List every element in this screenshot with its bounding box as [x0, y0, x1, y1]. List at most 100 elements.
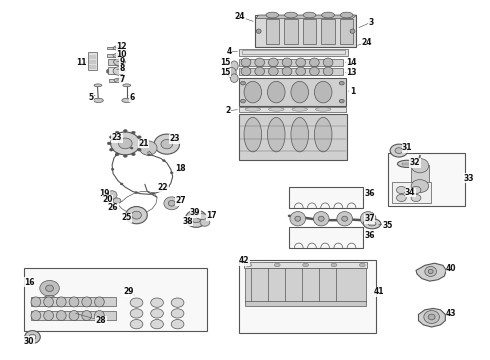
Ellipse shape: [154, 134, 179, 154]
Ellipse shape: [131, 153, 135, 156]
Ellipse shape: [123, 130, 127, 132]
Ellipse shape: [82, 297, 92, 307]
Ellipse shape: [130, 309, 143, 318]
Bar: [321, 19, 335, 44]
Text: 19: 19: [99, 189, 110, 198]
Ellipse shape: [397, 160, 417, 167]
Ellipse shape: [137, 136, 141, 139]
Bar: [239, 68, 343, 75]
Text: 14: 14: [346, 58, 357, 67]
Text: 22: 22: [158, 183, 168, 192]
Bar: [239, 49, 347, 55]
Ellipse shape: [147, 154, 150, 156]
Text: 43: 43: [446, 309, 457, 318]
Ellipse shape: [113, 46, 123, 50]
Ellipse shape: [111, 168, 114, 170]
Text: 23: 23: [169, 134, 179, 143]
Ellipse shape: [241, 67, 251, 76]
Bar: [388, 153, 465, 206]
Text: 12: 12: [117, 42, 127, 51]
Text: 26: 26: [108, 203, 118, 212]
Ellipse shape: [111, 132, 140, 155]
Ellipse shape: [340, 12, 353, 18]
Text: 21: 21: [138, 139, 148, 148]
Bar: [245, 301, 366, 306]
Ellipse shape: [411, 194, 421, 202]
Ellipse shape: [350, 29, 355, 33]
Bar: [289, 227, 363, 248]
Text: 16: 16: [24, 278, 34, 287]
Ellipse shape: [230, 61, 238, 71]
Text: 27: 27: [175, 196, 186, 205]
Bar: [108, 59, 117, 64]
Text: 5: 5: [89, 93, 94, 102]
Ellipse shape: [113, 67, 125, 75]
Ellipse shape: [331, 263, 337, 267]
Ellipse shape: [363, 219, 381, 229]
Ellipse shape: [113, 53, 123, 58]
Text: 28: 28: [96, 316, 106, 325]
Ellipse shape: [69, 297, 79, 307]
Ellipse shape: [107, 191, 117, 199]
Ellipse shape: [316, 108, 331, 111]
Text: 15: 15: [220, 58, 231, 67]
Ellipse shape: [56, 311, 66, 320]
Ellipse shape: [285, 12, 297, 18]
Ellipse shape: [396, 186, 406, 194]
Ellipse shape: [282, 58, 292, 67]
Ellipse shape: [114, 58, 125, 66]
Ellipse shape: [82, 311, 92, 320]
Polygon shape: [416, 263, 446, 281]
Ellipse shape: [310, 58, 319, 67]
Bar: [266, 19, 279, 44]
Bar: [245, 268, 366, 302]
Ellipse shape: [428, 269, 433, 274]
Text: 20: 20: [102, 195, 113, 204]
Ellipse shape: [115, 131, 119, 134]
Ellipse shape: [123, 154, 127, 157]
Ellipse shape: [130, 147, 133, 149]
Ellipse shape: [315, 81, 332, 103]
Ellipse shape: [255, 67, 265, 76]
Bar: [303, 19, 317, 44]
Ellipse shape: [130, 319, 143, 329]
Text: 18: 18: [175, 164, 186, 173]
Ellipse shape: [246, 263, 252, 267]
Ellipse shape: [109, 136, 113, 139]
Ellipse shape: [140, 142, 144, 145]
Text: 35: 35: [383, 221, 393, 230]
Ellipse shape: [296, 67, 306, 76]
Ellipse shape: [230, 74, 238, 82]
Ellipse shape: [323, 58, 333, 67]
Ellipse shape: [151, 319, 163, 329]
Bar: [24, 267, 207, 331]
Ellipse shape: [339, 99, 344, 103]
Ellipse shape: [390, 144, 408, 157]
Bar: [109, 79, 117, 82]
Polygon shape: [245, 263, 367, 268]
Bar: [242, 50, 344, 54]
Text: 13: 13: [346, 68, 357, 77]
Text: 38: 38: [182, 217, 193, 226]
Ellipse shape: [171, 309, 184, 318]
Ellipse shape: [130, 298, 143, 307]
Ellipse shape: [185, 210, 207, 227]
Ellipse shape: [424, 311, 440, 323]
Bar: [107, 54, 115, 57]
Ellipse shape: [29, 334, 36, 340]
Ellipse shape: [303, 12, 316, 18]
Text: 10: 10: [117, 50, 127, 59]
Ellipse shape: [428, 314, 435, 320]
Ellipse shape: [164, 197, 179, 210]
Text: 39: 39: [190, 208, 200, 217]
Text: 32: 32: [410, 158, 420, 167]
Text: 6: 6: [129, 93, 134, 102]
Ellipse shape: [256, 29, 261, 33]
Ellipse shape: [359, 263, 365, 267]
Bar: [392, 182, 431, 203]
Ellipse shape: [425, 266, 437, 276]
Ellipse shape: [241, 81, 245, 85]
Ellipse shape: [244, 81, 262, 103]
Bar: [88, 52, 98, 69]
Ellipse shape: [137, 148, 141, 151]
